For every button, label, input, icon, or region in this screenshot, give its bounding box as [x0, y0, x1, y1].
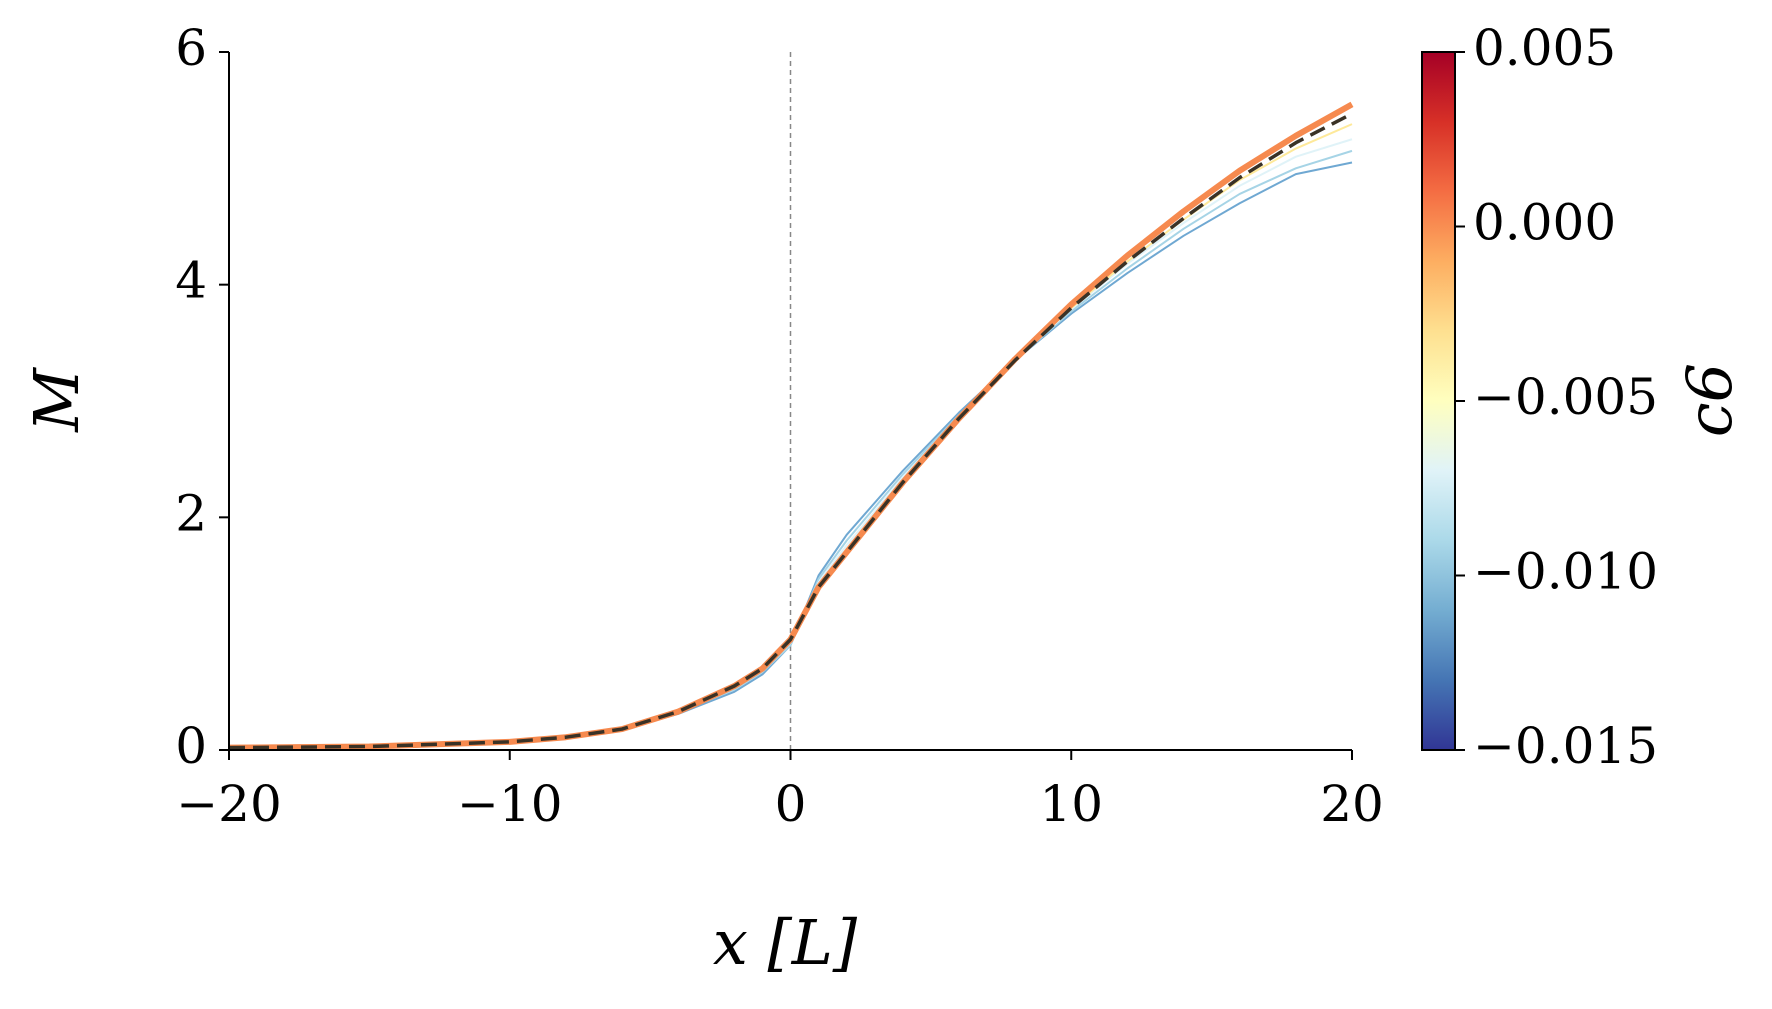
colorbar-label: c6	[1673, 363, 1746, 437]
y-tick-label: 2	[175, 484, 207, 542]
colorbar-tick-label: −0.005	[1473, 368, 1658, 426]
y-tick-label: 4	[175, 252, 207, 310]
colorbar-tick-label: −0.015	[1473, 717, 1658, 775]
x-tick-label: 10	[1039, 775, 1103, 833]
data-line	[228, 112, 1353, 750]
x-tick-label: −20	[176, 775, 282, 833]
y-tick-label: 0	[175, 717, 207, 775]
colorbar	[1421, 51, 1456, 751]
colorbar-tick-label: 0.000	[1473, 194, 1616, 252]
x-axis-label: x [L]	[713, 906, 858, 979]
x-tick-label: 0	[775, 775, 807, 833]
x-tick-label: 20	[1320, 775, 1384, 833]
colorbar-tick-label: 0.005	[1473, 19, 1616, 77]
y-tick-label: 6	[175, 19, 207, 77]
colorbar-tick-label: −0.010	[1473, 543, 1658, 601]
y-axis-label: M	[20, 367, 93, 433]
x-tick-label: −10	[457, 775, 563, 833]
